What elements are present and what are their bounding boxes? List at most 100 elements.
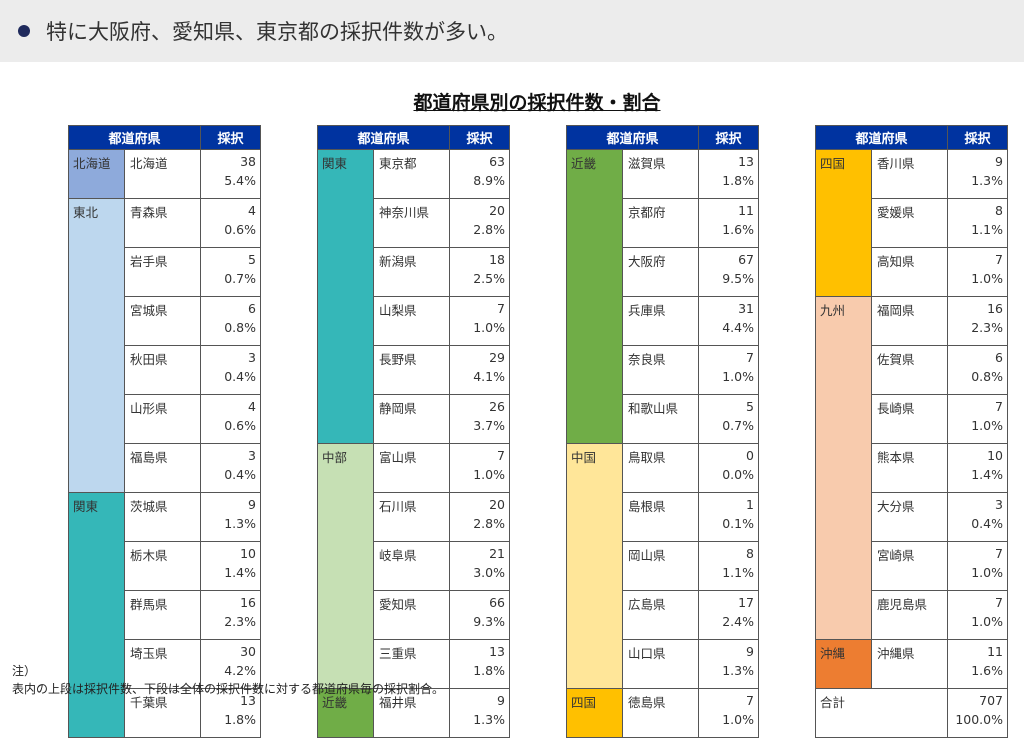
percentage: 1.1% — [722, 565, 754, 580]
prefecture-name: 鹿児島県 — [871, 590, 948, 640]
prefecture-name: 宮崎県 — [871, 541, 948, 591]
percentage: 1.0% — [971, 271, 1003, 286]
prefecture-name: 佐賀県 — [871, 345, 948, 395]
count-cell: 67 9.5% — [698, 247, 759, 297]
count: 9 — [995, 154, 1003, 169]
percentage: 2.3% — [224, 614, 256, 629]
region-cell: 中国 — [566, 443, 623, 689]
count-cell: 20 2.8% — [449, 492, 510, 542]
table-row: 大分県 3 0.4% — [816, 492, 1008, 542]
prefecture-table: 都道府県 採択 四国 香川県 9 1.3% 愛媛県 8 1.1% 高知県 7 1.0% 九州 福岡県 16 2… — [815, 125, 1008, 738]
prefecture-name: 京都府 — [622, 198, 699, 248]
percentage: 0.7% — [224, 271, 256, 286]
table-row: 群馬県 16 2.3% — [69, 590, 261, 640]
prefecture-name: 石川県 — [373, 492, 450, 542]
percentage: 1.0% — [971, 565, 1003, 580]
header-count: 採択 — [449, 125, 510, 150]
header-prefecture: 都道府県 — [317, 125, 450, 150]
region-cell: 九州 — [815, 296, 872, 640]
table-row: 四国 香川県 9 1.3% — [815, 149, 1008, 297]
percentage: 0.1% — [722, 516, 754, 531]
count: 8 — [995, 203, 1003, 218]
percentage: 1.3% — [971, 173, 1003, 188]
percentage: 4.1% — [473, 369, 505, 384]
table-row: 愛知県 66 9.3% — [318, 590, 510, 640]
prefecture-name: 徳島県 — [622, 688, 699, 738]
table-row: 沖縄 沖縄県 11 1.6% — [815, 639, 1008, 689]
percentage: 4.2% — [224, 663, 256, 678]
percentage: 2.5% — [473, 271, 505, 286]
total-label: 合計 — [815, 688, 948, 738]
prefecture-table: 都道府県 採択 近畿 滋賀県 13 1.8% 京都府 11 1.6% 大阪府 67 9.5% 兵庫県 31… — [566, 125, 759, 738]
table-row: 北海道 北海道 38 5.4% — [68, 149, 261, 199]
count-cell: 7 1.0% — [947, 394, 1008, 444]
region-cell: 四国 — [815, 149, 872, 297]
count: 3 — [248, 350, 256, 365]
prefecture-name: 滋賀県 — [622, 149, 699, 199]
count: 3 — [248, 448, 256, 463]
count: 29 — [489, 350, 505, 365]
table-row: 奈良県 7 1.0% — [567, 345, 759, 395]
prefecture-name: 島根県 — [622, 492, 699, 542]
percentage: 5.4% — [224, 173, 256, 188]
count: 30 — [240, 644, 256, 659]
prefecture-name: 埼玉県 — [124, 639, 201, 689]
table-row: 佐賀県 6 0.8% — [816, 345, 1008, 395]
count-cell: 5 0.7% — [698, 394, 759, 444]
count-cell: 3 0.4% — [200, 345, 261, 395]
table-row: 栃木県 10 1.4% — [69, 541, 261, 591]
count: 9 — [497, 693, 505, 708]
table-row: 和歌山県 5 0.7% — [567, 394, 759, 444]
percentage: 0.4% — [971, 516, 1003, 531]
region-cell: 四国 — [566, 688, 623, 738]
count: 0 — [746, 448, 754, 463]
percentage: 9.5% — [722, 271, 754, 286]
table-row: 長崎県 7 1.0% — [816, 394, 1008, 444]
prefecture-name: 青森県 — [124, 198, 201, 248]
region-cell: 東北 — [68, 198, 125, 493]
table-row: 中国 鳥取県 0 0.0% — [566, 443, 759, 689]
percentage: 1.8% — [722, 173, 754, 188]
count-cell: 18 2.5% — [449, 247, 510, 297]
count: 13 — [240, 693, 256, 708]
count: 7 — [497, 448, 505, 463]
count: 20 — [489, 497, 505, 512]
table-row: 高知県 7 1.0% — [816, 247, 1008, 297]
percentage: 1.4% — [224, 565, 256, 580]
count: 1 — [746, 497, 754, 512]
count: 67 — [738, 252, 754, 267]
count: 4 — [248, 203, 256, 218]
note-text: 表内の上段は採択件数、下段は全体の採択件数に対する都道府県毎の採択割合。 — [12, 682, 445, 696]
count: 7 — [995, 546, 1003, 561]
prefecture-name: 山口県 — [622, 639, 699, 689]
table-row: 宮崎県 7 1.0% — [816, 541, 1008, 591]
count-cell: 31 4.4% — [698, 296, 759, 346]
percentage: 2.3% — [971, 320, 1003, 335]
table-row: 関東 東京都 63 8.9% — [317, 149, 510, 444]
table-row: 愛媛県 8 1.1% — [816, 198, 1008, 248]
prefecture-name: 長崎県 — [871, 394, 948, 444]
prefecture-name: 奈良県 — [622, 345, 699, 395]
count-cell: 11 1.6% — [947, 639, 1008, 689]
count-cell: 0 0.0% — [698, 443, 759, 493]
count: 17 — [738, 595, 754, 610]
prefecture-name: 群馬県 — [124, 590, 201, 640]
count: 6 — [248, 301, 256, 316]
table-row: 熊本県 10 1.4% — [816, 443, 1008, 493]
percentage: 1.6% — [722, 222, 754, 237]
count-cell: 3 0.4% — [200, 443, 261, 493]
percentage: 1.0% — [722, 369, 754, 384]
prefecture-name: 愛知県 — [373, 590, 450, 640]
percentage: 1.4% — [971, 467, 1003, 482]
prefecture-name: 北海道 — [124, 149, 201, 199]
percentage: 0.4% — [224, 467, 256, 482]
table-row: 福島県 3 0.4% — [69, 443, 261, 493]
count-cell: 66 9.3% — [449, 590, 510, 640]
count: 7 — [746, 350, 754, 365]
count: 10 — [240, 546, 256, 561]
prefecture-name: 和歌山県 — [622, 394, 699, 444]
page-title: 都道府県別の採択件数・割合 — [413, 92, 661, 114]
prefecture-name: 静岡県 — [373, 394, 450, 444]
table-row: 岩手県 5 0.7% — [69, 247, 261, 297]
count-cell: 4 0.6% — [200, 198, 261, 248]
